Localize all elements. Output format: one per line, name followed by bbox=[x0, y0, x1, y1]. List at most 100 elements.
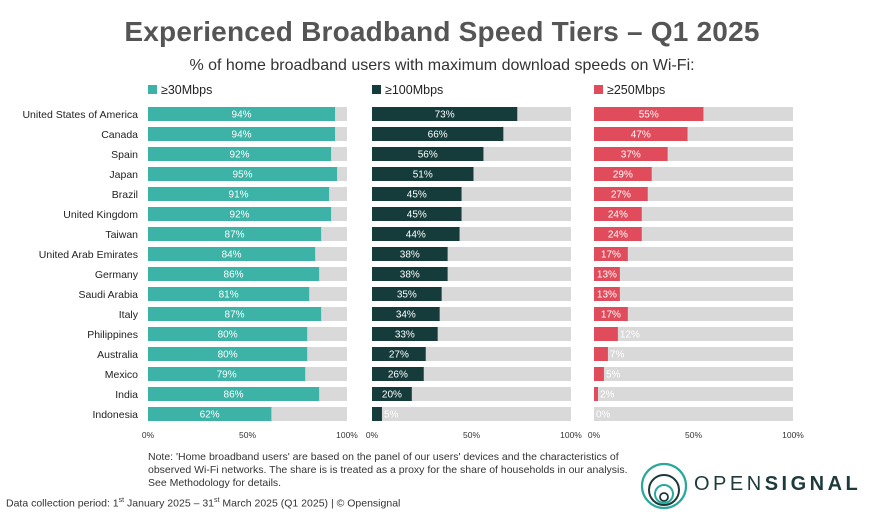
bar-track bbox=[594, 387, 793, 401]
opensignal-logo: OPENSIGNAL bbox=[640, 462, 880, 510]
bar bbox=[594, 107, 704, 121]
opensignal-wordmark: OPENSIGNAL bbox=[694, 473, 861, 496]
chart-title: Experienced Broadband Speed Tiers – Q1 2… bbox=[124, 16, 760, 47]
legend-swatch bbox=[372, 85, 381, 94]
data-label: 80% bbox=[218, 330, 238, 341]
bar-track bbox=[594, 287, 793, 301]
note-line: Note: 'Home broadband users' are based o… bbox=[148, 451, 619, 463]
category-label: Indonesia bbox=[92, 409, 138, 421]
bar bbox=[372, 407, 382, 421]
data-label: 2% bbox=[600, 390, 615, 401]
data-label: 26% bbox=[388, 370, 408, 381]
data-label: 73% bbox=[435, 110, 455, 121]
category-label: Saudi Arabia bbox=[78, 289, 138, 301]
bar-track bbox=[594, 267, 793, 281]
bar bbox=[372, 387, 412, 401]
footer-ordinal: st bbox=[118, 497, 125, 504]
data-label: 62% bbox=[200, 410, 220, 421]
data-label: 5% bbox=[606, 370, 621, 381]
data-label: 38% bbox=[400, 270, 420, 281]
bar bbox=[148, 287, 310, 301]
category-label: United States of America bbox=[22, 109, 138, 121]
bar-track bbox=[594, 247, 793, 261]
bar bbox=[372, 227, 460, 241]
bar bbox=[594, 167, 652, 181]
data-label: 47% bbox=[631, 130, 651, 141]
methodology-note: Note: 'Home broadband users' are based o… bbox=[148, 451, 648, 490]
bar bbox=[148, 327, 308, 341]
bar bbox=[594, 187, 648, 201]
bar bbox=[148, 127, 336, 141]
footer-mid: January 2025 – 31 bbox=[124, 497, 215, 510]
category-label: Mexico bbox=[105, 369, 138, 381]
bar-track bbox=[594, 327, 793, 341]
data-label: 12% bbox=[620, 330, 640, 341]
data-label: 55% bbox=[639, 110, 659, 121]
data-label: 87% bbox=[225, 310, 245, 321]
data-label: 17% bbox=[601, 250, 621, 261]
category-label: Australia bbox=[97, 349, 138, 361]
data-collection-footer: Data collection period: 1st January 2025… bbox=[6, 497, 400, 510]
category-label: Brazil bbox=[112, 189, 138, 201]
axis-tick-label: 50% bbox=[685, 430, 702, 440]
data-label: 33% bbox=[395, 330, 415, 341]
bar bbox=[594, 327, 618, 341]
bar bbox=[148, 367, 306, 381]
data-label: 44% bbox=[406, 230, 426, 241]
data-label: 94% bbox=[232, 130, 252, 141]
bar bbox=[148, 347, 308, 361]
axis-tick-label: 50% bbox=[463, 430, 480, 440]
bar bbox=[372, 367, 424, 381]
bar bbox=[594, 227, 642, 241]
bar-track bbox=[594, 367, 793, 381]
bar bbox=[148, 167, 338, 181]
data-label: 27% bbox=[611, 190, 631, 201]
bar bbox=[372, 267, 448, 281]
bar bbox=[594, 207, 642, 221]
bar bbox=[148, 407, 272, 421]
bar bbox=[372, 127, 504, 141]
bar bbox=[148, 207, 332, 221]
category-label: India bbox=[115, 389, 138, 401]
data-label: 13% bbox=[597, 270, 617, 281]
data-label: 17% bbox=[601, 310, 621, 321]
data-label: 20% bbox=[382, 390, 402, 401]
data-label: 79% bbox=[217, 370, 237, 381]
bar-chart: United States of America Canada Spain Japan… bbox=[22, 83, 804, 440]
data-label: 29% bbox=[613, 170, 633, 181]
data-label: 56% bbox=[418, 150, 438, 161]
bar bbox=[594, 307, 628, 321]
data-label: 7% bbox=[610, 350, 625, 361]
data-label: 0% bbox=[596, 410, 611, 421]
legend-swatch bbox=[594, 85, 603, 94]
bar bbox=[372, 187, 462, 201]
bar bbox=[148, 187, 330, 201]
opensignal-logo-icon bbox=[640, 462, 688, 510]
chart-subtitle: % of home broadband users with maximum d… bbox=[189, 57, 695, 74]
category-label: United Arab Emirates bbox=[39, 249, 138, 261]
footer-prefix: Data collection period: 1 bbox=[6, 497, 119, 510]
bar bbox=[372, 247, 448, 261]
bar-track bbox=[594, 207, 793, 221]
bar bbox=[148, 227, 322, 241]
data-label: 37% bbox=[621, 150, 641, 161]
logo-text-light: OPEN bbox=[694, 473, 765, 495]
note-line: observed Wi-Fi networks. The share is is… bbox=[148, 464, 628, 476]
bar bbox=[148, 107, 336, 121]
bar bbox=[594, 267, 620, 281]
category-label: Germany bbox=[95, 269, 139, 281]
axis-tick-label: 50% bbox=[239, 430, 256, 440]
data-label: 45% bbox=[407, 210, 427, 221]
bar bbox=[148, 247, 316, 261]
bar bbox=[594, 387, 598, 401]
bar-track bbox=[372, 407, 571, 421]
bar bbox=[372, 347, 426, 361]
legend-label: ≥100Mbps bbox=[385, 83, 443, 97]
data-label: 80% bbox=[218, 350, 238, 361]
legend-swatch bbox=[148, 85, 157, 94]
logo-text-bold: SIGNAL bbox=[764, 473, 862, 495]
axis-tick-label: 100% bbox=[782, 430, 804, 440]
footer-suffix: March 2025 (Q1 2025) | © Opensignal bbox=[219, 497, 401, 510]
bar bbox=[594, 147, 668, 161]
bar bbox=[594, 287, 620, 301]
